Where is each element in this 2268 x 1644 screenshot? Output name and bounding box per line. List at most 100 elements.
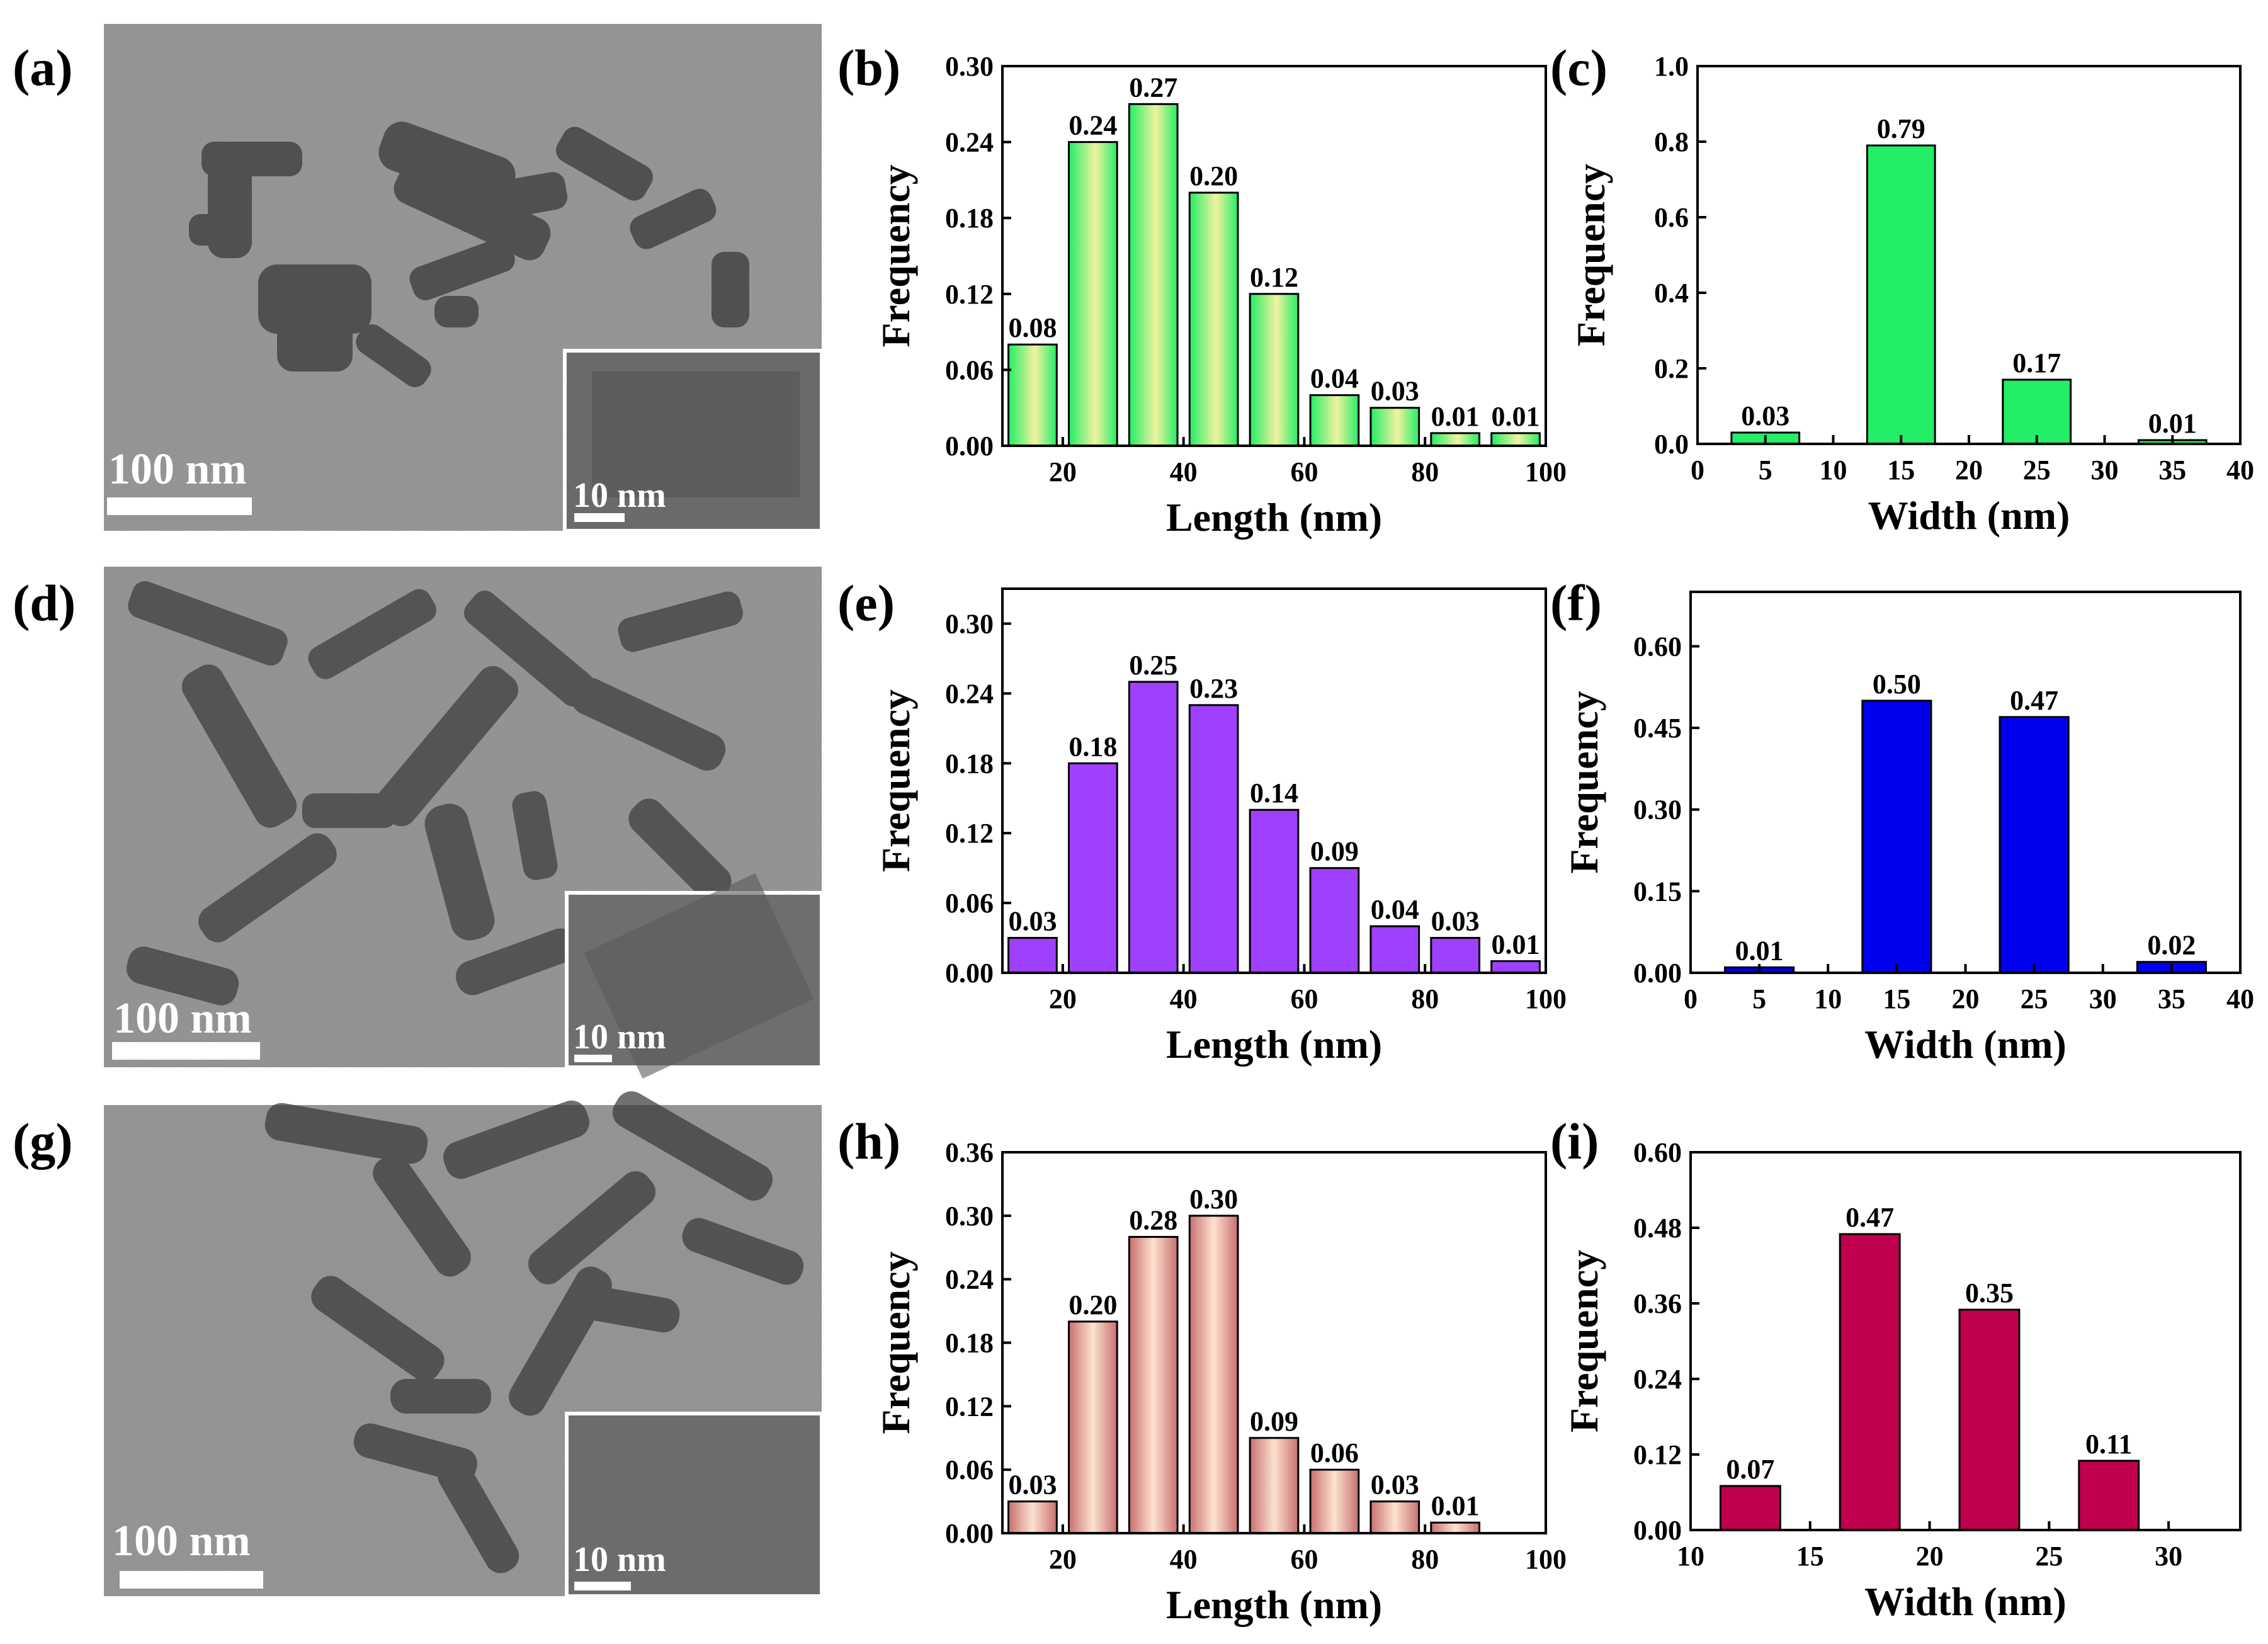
panel-label-c: (c)	[1550, 39, 1607, 96]
bar-data-label: 0.01	[1492, 401, 1540, 432]
y-tick-label: 0.60	[1633, 1137, 1682, 1168]
bar	[1999, 716, 2070, 974]
bar	[1067, 1320, 1118, 1534]
x-tick-label: 35	[2158, 455, 2186, 485]
y-tick-label: 0.30	[945, 51, 994, 82]
y-tick-label: 0.6	[1654, 202, 1689, 233]
chart-i-width-histogram: 0.07 0.47 0.35 0.11 10 15 20 25 30 0.00 0.12 0.24 0.…	[1562, 1137, 2242, 1624]
plot-frame	[1689, 1151, 2242, 1531]
inset-scale-label-d: 10 nm	[573, 1018, 666, 1057]
x-tick-label: 15	[1887, 455, 1915, 485]
bar	[1128, 103, 1179, 447]
bar-data-label: 0.03	[1008, 906, 1057, 937]
x-tick-label: 20	[1952, 984, 1980, 1014]
bar	[1309, 867, 1360, 974]
bar	[1007, 1500, 1058, 1534]
bar-data-label: 0.23	[1189, 673, 1238, 704]
x-tick-label: 20	[1955, 455, 1983, 485]
y-tick-label: 0.00	[1633, 958, 1682, 989]
panel-label-g: (g)	[13, 1113, 73, 1170]
bar-data-label: 0.09	[1250, 1406, 1298, 1437]
y-tick-label: 0.36	[945, 1137, 994, 1168]
bar	[1067, 762, 1118, 974]
y-tick-label: 0.24	[945, 678, 994, 709]
y-tick-label: 0.4	[1654, 278, 1689, 309]
inset-scale-label-a: 10 nm	[573, 476, 666, 515]
y-tick-label: 1.0	[1654, 51, 1689, 82]
y-tick-label: 0.12	[945, 818, 994, 849]
bar	[1958, 1308, 2021, 1531]
panel-label-i: (i)	[1550, 1113, 1599, 1170]
y-tick-label: 0.0	[1654, 429, 1689, 460]
x-tick-label: 60	[1290, 456, 1318, 487]
x-tick-label: 0	[1684, 984, 1698, 1014]
x-tick-label: 15	[1883, 984, 1910, 1014]
bar-data-label: 0.08	[1008, 312, 1057, 343]
bar-data-label: 0.20	[1189, 161, 1238, 191]
bar-data-label: 0.03	[1431, 906, 1480, 937]
bar-data-label: 0.01	[1735, 935, 1784, 966]
x-tick-label: 20	[1049, 984, 1077, 1014]
panel-label-e: (e)	[837, 574, 895, 632]
inset-scale-label-g: 10 nm	[573, 1540, 666, 1579]
x-tick-label: 100	[1525, 1544, 1567, 1575]
bar-data-label: 0.01	[2148, 408, 2197, 439]
x-tick-label: 100	[1525, 984, 1567, 1014]
bar-data-label: 0.11	[2085, 1429, 2133, 1460]
inset-g: 10 nm	[565, 1412, 824, 1598]
x-tick-label: 80	[1411, 984, 1439, 1014]
y-axis-title: Frequency	[873, 689, 918, 872]
x-tick-label: 10	[1814, 984, 1842, 1014]
bar	[1249, 293, 1300, 447]
plot-frame	[1001, 65, 1547, 447]
x-tick-label: 20	[1049, 1544, 1077, 1575]
bar	[1128, 1235, 1179, 1534]
bar-data-label: 0.17	[2012, 348, 2061, 378]
bar	[2002, 378, 2072, 445]
bar	[1861, 700, 1932, 974]
y-tick-label: 0.45	[1633, 713, 1682, 744]
y-tick-label: 0.24	[945, 1264, 994, 1295]
chart-e-length-histogram: 0.03 0.18 0.25 0.23 0.14 0.09 0.04 0.03 0.01 20 40…	[873, 587, 1567, 1067]
scale-bar-d: 100 nm	[112, 994, 260, 1060]
bar	[1430, 1521, 1481, 1534]
bar	[1369, 1500, 1420, 1534]
y-tick-label: 0.18	[945, 203, 994, 234]
x-tick-label: 30	[2091, 455, 2119, 485]
bar	[1309, 1468, 1360, 1534]
y-tick-label: 0.06	[945, 354, 994, 385]
panel-label-h: (h)	[837, 1113, 900, 1170]
x-tick-label: 30	[2089, 984, 2117, 1014]
bar	[1719, 1485, 1781, 1531]
x-axis-title: Width (nm)	[1864, 1022, 2067, 1067]
x-tick-label: 25	[2023, 455, 2051, 485]
x-tick-label: 5	[1752, 984, 1766, 1014]
y-tick-label: 0.24	[1633, 1364, 1682, 1395]
x-tick-label: 40	[2226, 984, 2254, 1014]
scale-label-d: 100 nm	[113, 994, 252, 1043]
x-axis-title: Width (nm)	[1868, 493, 2070, 538]
y-tick-label: 0.12	[945, 279, 994, 310]
x-tick-label: 40	[1170, 984, 1198, 1014]
bar-data-label: 0.01	[1492, 929, 1540, 960]
bar-data-label: 0.03	[1008, 1470, 1057, 1500]
bar-data-label: 0.47	[1846, 1202, 1894, 1233]
chart-h-length-histogram: 0.03 0.20 0.28 0.30 0.09 0.06 0.03 0.01 20 40 60 80…	[873, 1137, 1567, 1627]
x-axis-title: Length (nm)	[1166, 1582, 1382, 1627]
bar	[1249, 808, 1300, 974]
x-tick-label: 10	[1820, 455, 1847, 485]
y-tick-label: 0.36	[1633, 1288, 1682, 1319]
bar	[1839, 1233, 1901, 1531]
scale-bar-a: 100 nm	[107, 445, 252, 515]
nanorod-cluster-a	[189, 122, 749, 387]
x-tick-label: 25	[2021, 984, 2048, 1014]
x-tick-label: 25	[2035, 1541, 2063, 1572]
bar-data-label: 0.24	[1069, 110, 1117, 141]
scale-bar-g: 100 nm	[112, 1517, 263, 1589]
inset-a: 10 nm	[563, 349, 824, 533]
x-tick-label: 60	[1290, 1544, 1318, 1575]
x-tick-label: 15	[1796, 1541, 1824, 1572]
y-tick-label: 0.30	[945, 1201, 994, 1232]
bar	[1369, 407, 1420, 447]
